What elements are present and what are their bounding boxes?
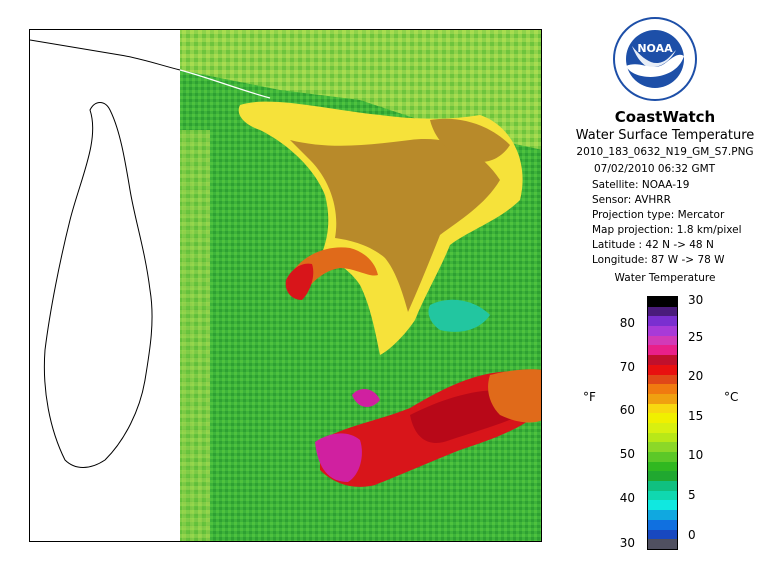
latitude-range: Latitude : 42 N -> 48 N	[592, 239, 714, 251]
tick-f-30: 30	[619, 536, 635, 550]
color-scale-segment	[648, 316, 677, 327]
tick-f-50: 50	[619, 447, 635, 461]
color-scale-segment	[648, 326, 677, 336]
satellite: Satellite: NOAA-19	[592, 179, 690, 191]
color-scale-segment	[648, 442, 677, 452]
color-scale-segment	[648, 422, 677, 433]
color-scale-segment	[648, 510, 677, 520]
coastline-white	[179, 69, 271, 99]
color-scale-segment	[648, 461, 677, 472]
color-scale-segment	[648, 345, 677, 356]
saginaw-bay	[285, 263, 314, 300]
longitude-range: Longitude: 87 W -> 78 W	[592, 254, 725, 266]
tick-c-5: 5	[688, 488, 696, 502]
color-scale-segment	[648, 471, 677, 482]
tick-f-60: 60	[619, 403, 635, 417]
color-scale-segment	[648, 539, 677, 549]
sst-map	[29, 29, 542, 542]
sensor: Sensor: AVHRR	[592, 194, 671, 206]
color-scale-segment	[648, 374, 677, 385]
legend-title: Water Temperature	[614, 272, 716, 284]
georgian-bay-cool-patch	[428, 299, 490, 332]
sst-map-canvas	[30, 30, 541, 541]
color-scale-segment	[648, 297, 677, 307]
color-scale-segment	[648, 306, 677, 317]
unit-celsius: °C	[724, 390, 739, 404]
tick-c-0: 0	[688, 528, 696, 542]
lake-huron-southwest	[289, 247, 378, 299]
western-edge-strip	[180, 130, 210, 541]
color-scale-segment	[648, 335, 677, 346]
coastline-north	[30, 39, 181, 71]
logo-text: NOAA	[637, 42, 673, 55]
datetime: 07/02/2010 06:32 GMT	[594, 163, 716, 175]
lake-erie-east	[488, 369, 541, 423]
lake-huron-central	[290, 139, 500, 312]
tick-f-70: 70	[619, 360, 635, 374]
tick-f-80: 80	[619, 316, 635, 330]
color-scale-segment	[648, 413, 677, 423]
color-scale-segment	[648, 452, 677, 462]
noaa-logo: NOAA	[612, 16, 698, 102]
tick-c-30: 30	[688, 293, 704, 307]
projection-type: Projection type: Mercator	[592, 209, 725, 221]
color-scale-segment	[648, 500, 677, 511]
tick-c-15: 15	[688, 409, 704, 423]
tick-c-10: 10	[688, 448, 704, 462]
color-scale-segment	[648, 529, 677, 540]
color-scale-segment	[648, 519, 677, 530]
color-scale-segment	[648, 481, 677, 491]
north-channel	[430, 118, 510, 162]
unit-fahrenheit: °F	[583, 390, 596, 404]
color-scale-segment	[648, 393, 677, 404]
tick-f-40: 40	[619, 491, 635, 505]
color-scale-segment	[648, 364, 677, 375]
color-scale-bar	[647, 296, 678, 550]
lake-st-clair	[352, 388, 380, 407]
tick-c-25: 25	[688, 330, 704, 344]
map-projection: Map projection: 1.8 km/pixel	[592, 224, 742, 236]
color-scale-segment	[648, 490, 677, 501]
product-title: Water Surface Temperature	[575, 128, 755, 143]
lake-erie-west-basin	[315, 433, 362, 482]
color-scale-segment	[648, 403, 677, 414]
lake-michigan-outline	[43, 102, 153, 468]
color-scale-segment	[648, 432, 677, 443]
brand-title: CoastWatch	[614, 108, 716, 126]
filename: 2010_183_0632_N19_GM_S7.PNG	[576, 146, 754, 158]
color-scale-segment	[648, 384, 677, 394]
tick-c-20: 20	[688, 369, 704, 383]
color-scale-segment	[648, 355, 677, 365]
